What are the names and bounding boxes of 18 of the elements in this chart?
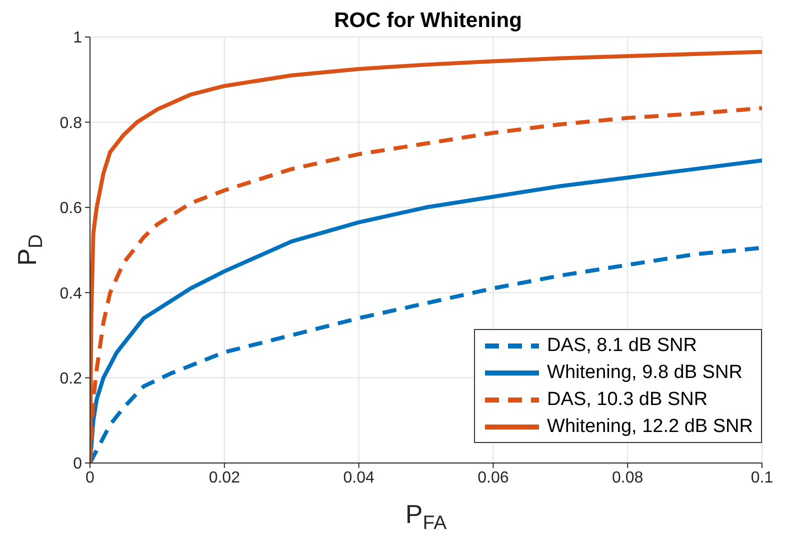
y-tick-label: 0.2 <box>60 370 82 388</box>
legend-label: Whitening, 12.2 dB SNR <box>547 416 753 438</box>
y-tick-label: 0.6 <box>60 200 82 218</box>
legend-label: Whitening, 9.8 dB SNR <box>547 362 742 384</box>
legend-label: DAS, 8.1 dB SNR <box>547 334 697 356</box>
y-tick-label: 0 <box>73 456 82 473</box>
x-tick-label: 0.1 <box>750 469 774 486</box>
x-tick-label: 0.02 <box>208 469 240 486</box>
chart-title: ROC for Whitening <box>333 8 523 34</box>
x-tick-label: 0.04 <box>343 469 374 486</box>
x-tick-label: 0 <box>86 469 95 486</box>
y-tick-label: 0.8 <box>60 114 82 132</box>
y-tick-label: 1 <box>73 30 82 47</box>
x-tick-label: 0.06 <box>478 469 509 486</box>
x-tick-label: 0.08 <box>612 469 644 486</box>
y-tick-label: 0.4 <box>60 285 82 302</box>
legend-label: DAS, 10.3 dB SNR <box>547 388 708 410</box>
x-axis-title: P$_{FA}$ <box>405 499 447 534</box>
